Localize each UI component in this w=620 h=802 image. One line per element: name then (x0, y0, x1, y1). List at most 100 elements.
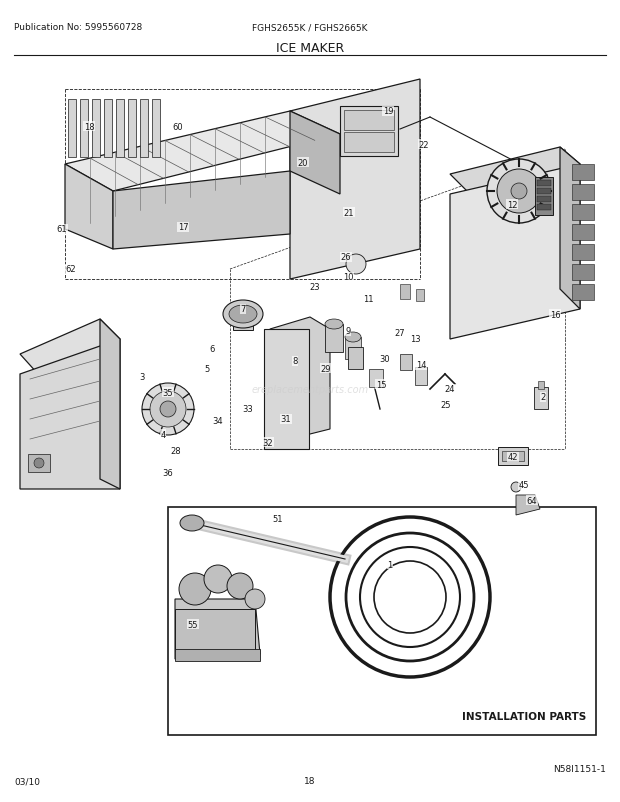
Ellipse shape (223, 301, 263, 329)
Bar (152, 100, 160, 158)
Polygon shape (100, 320, 120, 489)
Text: 21: 21 (343, 209, 354, 217)
Text: 8: 8 (292, 357, 298, 366)
Text: FGHS2655K / FGHS2665K: FGHS2655K / FGHS2665K (252, 23, 368, 32)
Text: 7: 7 (241, 305, 246, 314)
Text: 4: 4 (161, 430, 166, 439)
Circle shape (150, 391, 186, 427)
Text: 45: 45 (519, 481, 529, 490)
Text: 9: 9 (345, 327, 351, 336)
Bar (400, 354, 412, 371)
Bar (537, 180, 551, 187)
Bar (415, 367, 427, 386)
Polygon shape (175, 599, 260, 659)
Bar (92, 100, 100, 158)
Bar (572, 184, 594, 200)
Text: 32: 32 (263, 438, 273, 447)
Polygon shape (450, 148, 580, 195)
Ellipse shape (345, 333, 361, 342)
Bar (345, 338, 361, 359)
Bar (348, 347, 363, 370)
Bar (325, 325, 343, 353)
Bar (68, 100, 76, 158)
Text: 20: 20 (298, 158, 308, 168)
Circle shape (142, 383, 194, 435)
Circle shape (497, 170, 541, 214)
Text: 5: 5 (205, 364, 210, 373)
Polygon shape (20, 339, 120, 489)
Text: 64: 64 (526, 496, 538, 505)
Bar (168, 508, 596, 735)
Circle shape (487, 160, 551, 224)
Text: ICE MAKER: ICE MAKER (276, 42, 344, 55)
Text: 6: 6 (210, 345, 215, 354)
Text: 51: 51 (273, 514, 283, 523)
Text: 34: 34 (213, 416, 223, 425)
Polygon shape (290, 111, 340, 195)
Polygon shape (113, 172, 290, 249)
Bar (416, 290, 424, 302)
Bar (537, 196, 551, 203)
Polygon shape (290, 80, 420, 280)
Text: 15: 15 (376, 380, 386, 389)
Polygon shape (516, 496, 540, 516)
Bar (80, 100, 88, 158)
Bar (116, 100, 124, 158)
Circle shape (204, 565, 232, 593)
Bar (538, 382, 544, 390)
Text: 12: 12 (507, 200, 517, 209)
Bar (128, 100, 136, 158)
Text: 36: 36 (162, 468, 174, 477)
Text: 10: 10 (343, 273, 353, 282)
Text: 31: 31 (281, 415, 291, 424)
Polygon shape (560, 148, 580, 310)
Bar (572, 164, 594, 180)
Bar (502, 452, 524, 461)
Bar (572, 265, 594, 281)
Text: Publication No: 5995560728: Publication No: 5995560728 (14, 23, 142, 32)
Text: 14: 14 (416, 361, 427, 370)
Bar (534, 387, 548, 410)
Polygon shape (270, 318, 330, 444)
Bar (140, 100, 148, 158)
Text: 25: 25 (441, 401, 451, 410)
Bar (233, 314, 253, 330)
Text: 27: 27 (395, 329, 405, 338)
Text: 23: 23 (309, 282, 321, 291)
Text: INSTALLATION PARTS: INSTALLATION PARTS (462, 711, 586, 721)
Text: 16: 16 (550, 310, 560, 319)
Ellipse shape (180, 516, 204, 532)
Bar (400, 285, 410, 300)
Text: N58I1151-1: N58I1151-1 (553, 764, 606, 774)
Text: 18: 18 (84, 123, 94, 132)
Text: 3: 3 (140, 372, 144, 381)
Text: 28: 28 (170, 447, 181, 456)
Text: 03/10: 03/10 (14, 776, 40, 785)
Circle shape (34, 459, 44, 468)
Text: 26: 26 (340, 253, 352, 262)
Bar (344, 133, 394, 153)
Text: 18: 18 (304, 776, 316, 785)
Text: ereplacementparts.com: ereplacementparts.com (252, 384, 368, 395)
Text: 2: 2 (541, 393, 546, 402)
Circle shape (179, 573, 211, 606)
Text: 22: 22 (418, 140, 429, 149)
Bar (340, 107, 398, 157)
Bar (369, 370, 383, 387)
Text: 29: 29 (321, 364, 331, 373)
Text: 17: 17 (178, 223, 188, 233)
Text: 35: 35 (162, 388, 174, 397)
Bar (537, 205, 551, 211)
Text: 30: 30 (379, 354, 391, 363)
Bar (572, 225, 594, 241)
Text: 42: 42 (508, 453, 518, 462)
Text: 13: 13 (410, 335, 420, 344)
Circle shape (511, 184, 527, 200)
Polygon shape (20, 320, 120, 375)
Polygon shape (65, 164, 113, 249)
Bar (572, 205, 594, 221)
Bar (104, 100, 112, 158)
Bar (537, 188, 551, 195)
Text: 11: 11 (363, 295, 373, 304)
Bar (175, 649, 260, 661)
